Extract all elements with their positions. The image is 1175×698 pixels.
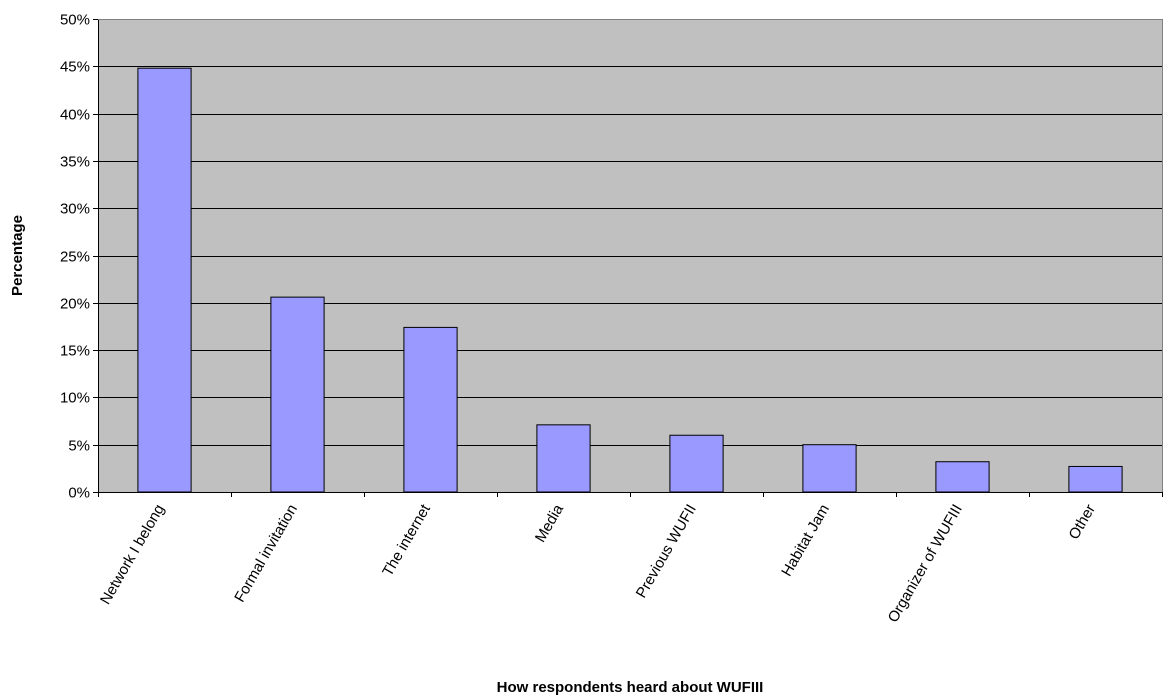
- x-tick-label: Other: [1065, 501, 1098, 542]
- plot-area: [98, 19, 1162, 492]
- bar: [935, 461, 990, 493]
- x-tick-label: Network I belong: [97, 502, 168, 608]
- bar: [270, 296, 325, 493]
- y-tick-label: 35%: [60, 154, 90, 171]
- bar: [403, 326, 458, 493]
- bar: [669, 434, 724, 493]
- y-tick-label: 40%: [60, 107, 90, 124]
- y-tick-labels: 0% 5% 10% 15% 20% 25% 30% 35% 40% 45% 50%: [60, 12, 90, 502]
- y-tick-label: 15%: [60, 343, 90, 360]
- axes: [93, 19, 1163, 497]
- y-tick-label: 0%: [68, 485, 90, 502]
- y-tick-label: 10%: [60, 390, 90, 407]
- y-tick-label: 5%: [68, 438, 90, 455]
- x-tick-label: Media: [532, 501, 567, 545]
- x-tick-label: Habitat Jam: [778, 502, 833, 580]
- x-tick-label: Formal invitation: [231, 502, 301, 606]
- bar: [802, 444, 857, 493]
- y-tick-label: 45%: [60, 59, 90, 76]
- bar: [137, 67, 192, 493]
- y-axis-title: Percentage: [9, 215, 26, 296]
- x-tick-labels: Network I belong Formal invitation The int…: [97, 501, 1099, 626]
- x-tick-label: Organizer of WUFIII: [885, 502, 966, 626]
- x-tick-label: The internet: [379, 501, 434, 580]
- bar: [1068, 465, 1123, 493]
- y-tick-label: 30%: [60, 201, 90, 218]
- x-tick-label: Previous WUFII: [633, 502, 700, 601]
- bar: [536, 424, 591, 493]
- y-tick-label: 20%: [60, 296, 90, 313]
- y-tick-label: 25%: [60, 249, 90, 266]
- x-axis-title: How respondents heard about WUFIII: [497, 679, 764, 696]
- y-tick-label: 50%: [60, 12, 90, 29]
